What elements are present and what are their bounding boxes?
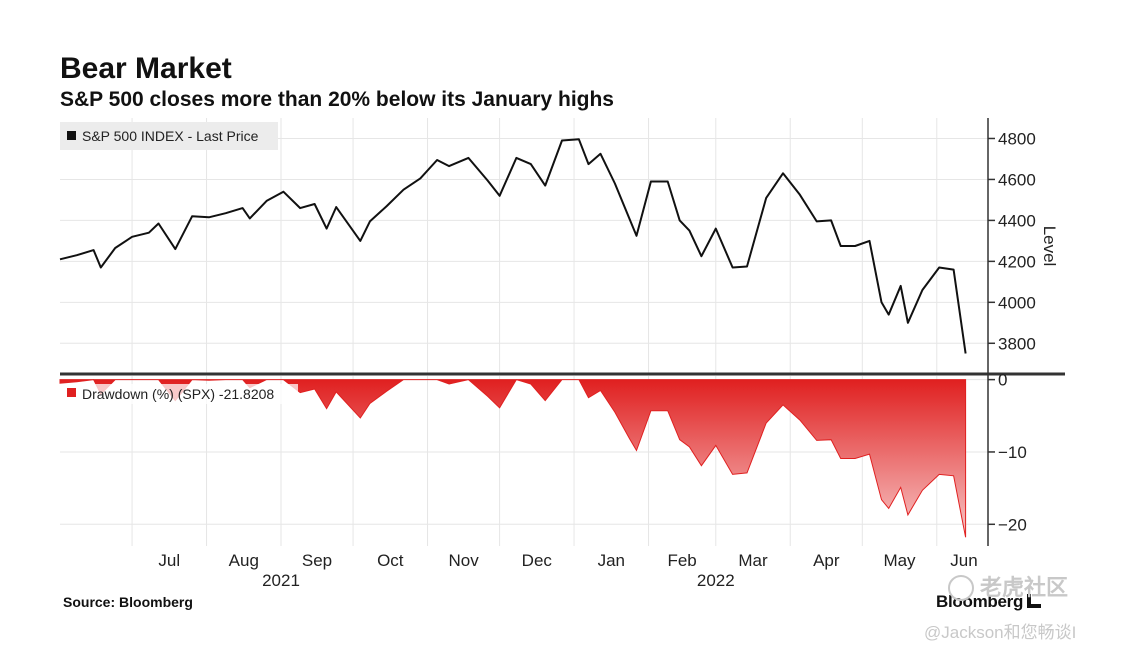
top-legend-label: S&P 500 INDEX - Last Price: [82, 128, 259, 144]
y-tick-label: −10: [998, 443, 1027, 462]
x-tick-label: Sep: [302, 551, 332, 570]
y-tick-label: 3800: [998, 334, 1036, 353]
x-year-label: 2021: [262, 571, 300, 590]
chart-title: Bear Market: [60, 52, 232, 85]
top-legend-box: [60, 122, 278, 150]
y-tick-label: 4400: [998, 211, 1036, 230]
top-legend-swatch: [67, 131, 76, 140]
x-tick-label: Feb: [667, 551, 696, 570]
y-axis-label: Level: [1040, 226, 1059, 267]
x-tick-label: Mar: [738, 551, 768, 570]
x-tick-label: Jul: [158, 551, 180, 570]
y-tick-label: 4200: [998, 252, 1036, 271]
top-y-ticks: 3800 4000 4200 4400 4600 4800: [988, 129, 1036, 353]
x-tick-label: Oct: [377, 551, 404, 570]
y-tick-label: 0: [998, 371, 1007, 390]
drawdown-area: [59, 379, 967, 538]
bottom-y-ticks: 0 −10 −20: [988, 371, 1027, 534]
watermark-author: @Jackson和您畅谈I: [924, 623, 1077, 642]
y-tick-label: −20: [998, 515, 1027, 534]
x-year-label: 2022: [697, 571, 735, 590]
watermark-logo: 老虎社区: [948, 570, 1068, 602]
bloomberg-mark-icon: [1027, 594, 1042, 608]
price-line: [59, 138, 967, 354]
x-tick-label: Jan: [598, 551, 625, 570]
bottom-legend-box: [60, 384, 298, 404]
y-tick-label: 4000: [998, 293, 1036, 312]
bottom-legend-label: Drawdown (%) (SPX) -21.8208: [82, 386, 274, 402]
x-tick-label: Aug: [229, 551, 259, 570]
chart-subtitle: S&P 500 closes more than 20% below its J…: [60, 88, 614, 111]
x-tick-label: Dec: [522, 551, 553, 570]
x-tick-label: Jun: [950, 551, 977, 570]
x-ticks: Jul Aug Sep Oct Nov Dec Jan Feb Mar Apr May Jun 2021…: [158, 551, 977, 590]
y-tick-label: 4800: [998, 129, 1036, 148]
watermark-circle-icon: [948, 575, 974, 601]
y-tick-label: 4600: [998, 170, 1036, 189]
drawdown-area-series: [59, 379, 967, 538]
source-note: Source: Bloomberg: [63, 594, 193, 610]
watermark-logo-text: 老虎社区: [980, 575, 1069, 600]
x-tick-label: May: [883, 551, 916, 570]
x-tick-label: Nov: [448, 551, 479, 570]
x-tick-label: Apr: [813, 551, 840, 570]
price-line-series: [59, 138, 967, 354]
bottom-legend-swatch: [67, 388, 76, 397]
